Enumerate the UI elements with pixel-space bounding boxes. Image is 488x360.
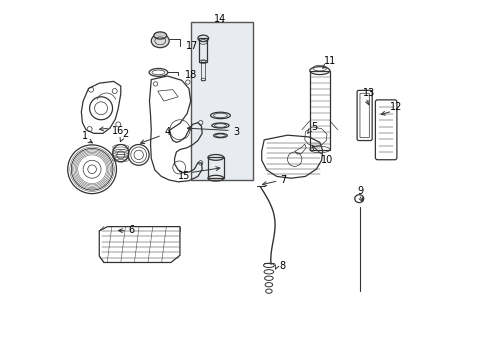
- Ellipse shape: [151, 34, 169, 48]
- Ellipse shape: [153, 32, 166, 39]
- Text: 10: 10: [320, 154, 332, 165]
- Text: 9: 9: [356, 186, 362, 196]
- Text: 12: 12: [389, 102, 401, 112]
- Text: 13: 13: [363, 88, 375, 98]
- Text: 14: 14: [214, 14, 226, 24]
- Text: 17: 17: [186, 41, 198, 50]
- Bar: [207, 157, 223, 178]
- Text: 1: 1: [81, 131, 88, 141]
- Bar: [190, 22, 253, 180]
- Text: 2: 2: [122, 130, 128, 139]
- Text: 11: 11: [323, 56, 335, 66]
- Text: 8: 8: [279, 261, 285, 271]
- Bar: [309, 71, 329, 149]
- Text: 16: 16: [112, 126, 124, 135]
- Text: 18: 18: [184, 70, 197, 80]
- Text: 3: 3: [233, 127, 239, 136]
- Bar: [199, 39, 207, 62]
- Text: 5: 5: [311, 122, 317, 132]
- Text: 4: 4: [164, 127, 170, 136]
- Bar: [201, 60, 205, 80]
- Text: 7: 7: [280, 175, 286, 185]
- Text: 15: 15: [178, 171, 190, 181]
- Text: 6: 6: [128, 225, 134, 235]
